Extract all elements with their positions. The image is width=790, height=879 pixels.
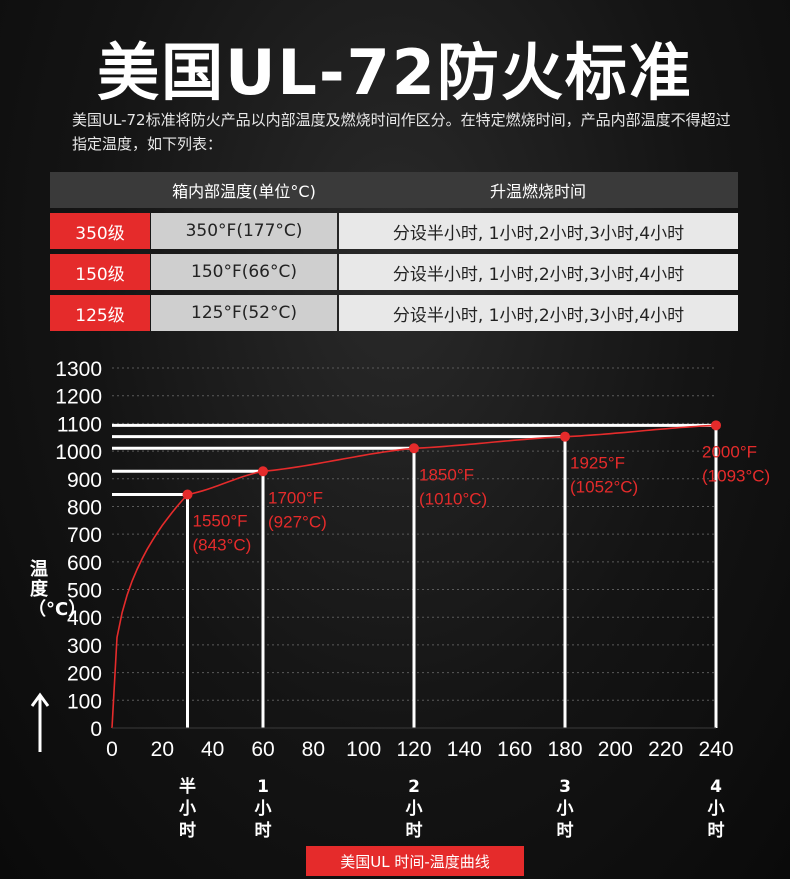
time-cell: 分设半小时, 1小时,2小时,3小时,4小时 xyxy=(339,254,738,290)
y-tick-label: 1200 xyxy=(55,386,102,409)
y-tick-label: 700 xyxy=(67,524,102,547)
y-axis-label: 温度（°C） xyxy=(28,559,87,620)
data-label-f: 1850°F xyxy=(419,465,474,484)
time-label: 2 小时 xyxy=(406,777,423,840)
data-label-c: (1010°C) xyxy=(419,489,487,508)
header-temp: 箱内部温度(单位°C) xyxy=(172,182,316,201)
time-label: 3 小时 xyxy=(557,777,574,840)
grade-cell: 150级 xyxy=(50,254,150,290)
grade-cell: 350级 xyxy=(50,213,150,249)
temperature-time-chart: 0100200300400500600700800900100011001200… xyxy=(55,358,770,840)
data-point xyxy=(182,489,193,500)
y-tick-label: 100 xyxy=(67,690,102,713)
y-tick-label: 600 xyxy=(67,552,102,575)
y-tick-label: 500 xyxy=(67,580,102,603)
temp-cell: 125°F(52°C) xyxy=(151,295,337,331)
data-label-c: (927°C) xyxy=(268,512,327,531)
table-row: 350级 350°F(177°C) 分设半小时, 1小时,2小时,3小时,4小时 xyxy=(50,213,738,249)
table-header: 箱内部温度(单位°C) 升温燃烧时间 xyxy=(50,172,738,208)
temp-cell: 150°F(66°C) xyxy=(151,254,337,290)
standard-table: 箱内部温度(单位°C) 升温燃烧时间 350级 350°F(177°C) 分设半… xyxy=(50,172,738,331)
page-title: 美国UL-72防火标准 xyxy=(97,36,693,109)
x-tick-label: 120 xyxy=(396,738,431,761)
y-tick-label: 800 xyxy=(67,496,102,519)
y-tick-label: 1000 xyxy=(55,441,102,464)
x-tick-label: 20 xyxy=(151,738,174,761)
temp-cell: 350°F(177°C) xyxy=(151,213,337,249)
data-point xyxy=(258,466,268,477)
data-point xyxy=(560,431,570,442)
x-tick-label: 80 xyxy=(302,738,325,761)
up-arrow-icon xyxy=(30,692,50,752)
data-point xyxy=(711,420,721,431)
y-tick-label: 1100 xyxy=(57,413,102,436)
x-tick-label: 160 xyxy=(497,738,532,761)
time-label: 半小时 xyxy=(179,776,196,840)
description-text: 美国UL-72标准将防火产品以内部温度及燃烧时间作区分。在特定燃烧时间，产品内部… xyxy=(72,111,731,153)
time-cell: 分设半小时, 1小时,2小时,3小时,4小时 xyxy=(339,295,738,331)
x-tick-label: 140 xyxy=(447,738,482,761)
data-point xyxy=(409,443,419,454)
data-label-f: 2000°F xyxy=(702,442,757,461)
time-label: 1 小时 xyxy=(255,777,272,840)
time-label: 4 小时 xyxy=(708,777,725,840)
x-tick-label: 60 xyxy=(251,738,274,761)
table-row: 125级 125°F(52°C) 分设半小时, 1小时,2小时,3小时,4小时 xyxy=(50,295,738,331)
x-tick-label: 180 xyxy=(547,738,582,761)
data-label-c: (1093°C) xyxy=(702,466,770,485)
y-tick-label: 200 xyxy=(67,663,102,686)
x-tick-label: 100 xyxy=(346,738,381,761)
data-label-f: 1925°F xyxy=(570,454,625,473)
y-tick-label: 400 xyxy=(67,607,102,630)
data-label-c: (1052°C) xyxy=(570,478,638,497)
y-tick-label: 0 xyxy=(90,718,102,741)
y-tick-label: 1300 xyxy=(55,358,102,381)
x-tick-label: 200 xyxy=(598,738,633,761)
data-label-c: (843°C) xyxy=(193,536,252,555)
data-label-f: 1550°F xyxy=(193,512,248,531)
header-time: 升温燃烧时间 xyxy=(489,182,586,201)
x-tick-label: 0 xyxy=(106,738,118,761)
data-label-f: 1700°F xyxy=(268,488,323,507)
header-grade xyxy=(50,172,150,208)
y-tick-label: 900 xyxy=(67,469,102,492)
x-tick-label: 240 xyxy=(698,738,733,761)
grade-cell: 125级 xyxy=(50,295,150,331)
y-tick-label: 300 xyxy=(67,635,102,658)
x-tick-label: 40 xyxy=(201,738,224,761)
chart-caption: 美国UL 时间-温度曲线 xyxy=(306,846,524,876)
time-cell: 分设半小时, 1小时,2小时,3小时,4小时 xyxy=(339,213,738,249)
x-tick-label: 220 xyxy=(648,738,683,761)
table-row: 150级 150°F(66°C) 分设半小时, 1小时,2小时,3小时,4小时 xyxy=(50,254,738,290)
